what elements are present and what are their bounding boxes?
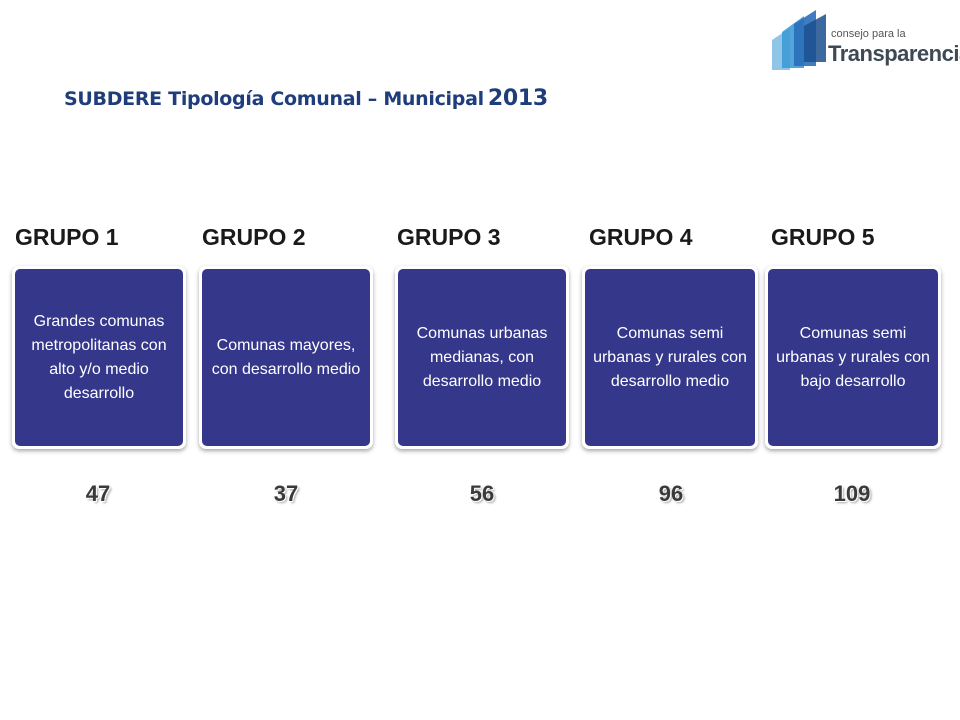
- group-4-box: Comunas semi urbanas y rurales con desar…: [582, 266, 758, 449]
- group-3-box: Comunas urbanas medianas, con desarrollo…: [395, 266, 569, 449]
- group-5-description: Comunas semi urbanas y rurales con bajo …: [776, 324, 930, 390]
- group-2-label: GRUPO 2: [202, 224, 306, 250]
- group-2-box-fill: Comunas mayores, con desarrollo medio: [202, 269, 370, 446]
- consejo-transparencia-logo: consejo para la Transparencia: [768, 10, 960, 72]
- group-4-label: GRUPO 4: [589, 224, 693, 250]
- title-text: SUBDERE Tipología Comunal – Municipal: [64, 88, 484, 110]
- group-1-label: GRUPO 1: [15, 224, 119, 250]
- group-1-description: Grandes comunas metropolitanas con alto …: [31, 312, 167, 402]
- group-4-count: 96: [658, 481, 684, 506]
- title-year: 2013: [487, 86, 548, 111]
- group-1-count: 47: [85, 481, 111, 506]
- logo-big-text: Transparencia: [828, 41, 960, 66]
- group-4-description: Comunas semi urbanas y rurales con desar…: [593, 324, 747, 390]
- group-5-count: 109: [833, 481, 871, 506]
- group-5-box: Comunas semi urbanas y rurales con bajo …: [765, 266, 941, 449]
- group-1-box-fill: Grandes comunas metropolitanas con alto …: [15, 269, 183, 446]
- group-4-box-fill: Comunas semi urbanas y rurales con desar…: [585, 269, 755, 446]
- group-2-description: Comunas mayores, con desarrollo medio: [211, 336, 361, 378]
- group-3-label: GRUPO 3: [397, 224, 501, 250]
- logo-mark-icon: [772, 10, 826, 70]
- group-2-count: 37: [273, 481, 299, 506]
- group-3-box-fill: Comunas urbanas medianas, con desarrollo…: [398, 269, 566, 446]
- logo-small-text: consejo para la: [831, 28, 906, 40]
- group-5-label: GRUPO 5: [771, 224, 875, 250]
- group-1-box: Grandes comunas metropolitanas con alto …: [12, 266, 186, 449]
- page-title: SUBDERE Tipología Comunal – Municipal 201…: [64, 86, 548, 111]
- group-3-description: Comunas urbanas medianas, con desarrollo…: [416, 324, 548, 390]
- group-5-box-fill: Comunas semi urbanas y rurales con bajo …: [768, 269, 938, 446]
- group-3-count: 56: [469, 481, 495, 506]
- group-2-box: Comunas mayores, con desarrollo medio: [199, 266, 373, 449]
